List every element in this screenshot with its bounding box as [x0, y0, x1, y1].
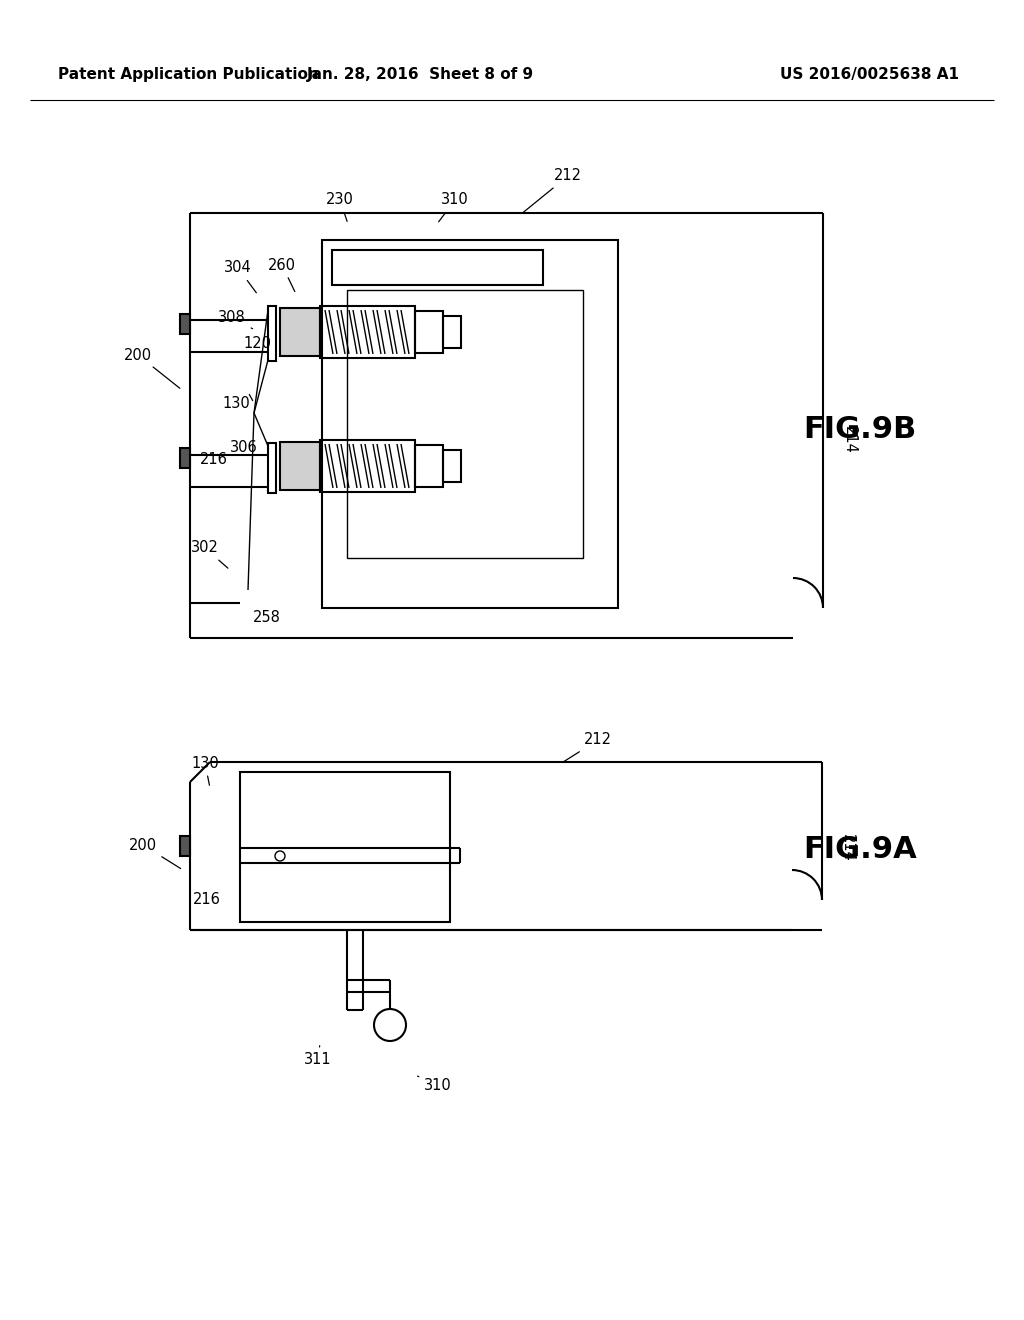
- Text: 216: 216: [200, 453, 228, 467]
- Bar: [180, 447, 190, 469]
- Text: 130: 130: [191, 755, 219, 785]
- Bar: [332, 249, 543, 285]
- Text: Jan. 28, 2016  Sheet 8 of 9: Jan. 28, 2016 Sheet 8 of 9: [306, 67, 534, 82]
- Text: 258: 258: [253, 610, 281, 624]
- Bar: [280, 308, 319, 356]
- Bar: [280, 442, 319, 490]
- Text: 306: 306: [230, 440, 258, 454]
- Text: 130: 130: [222, 396, 250, 411]
- Text: 120: 120: [243, 335, 271, 351]
- Bar: [268, 444, 276, 492]
- Text: 214: 214: [842, 426, 857, 454]
- Text: 308: 308: [218, 310, 253, 329]
- Text: Patent Application Publication: Patent Application Publication: [58, 67, 318, 82]
- Bar: [319, 306, 415, 358]
- Text: FIG.9A: FIG.9A: [803, 836, 916, 865]
- Text: FIG.9B: FIG.9B: [804, 416, 916, 445]
- Bar: [180, 836, 190, 855]
- Text: 212: 212: [522, 169, 582, 214]
- Text: 310: 310: [418, 1076, 452, 1093]
- Text: 200: 200: [124, 347, 180, 388]
- Bar: [240, 772, 450, 921]
- Bar: [415, 445, 443, 487]
- Text: 216: 216: [193, 892, 221, 908]
- Bar: [347, 290, 583, 558]
- Bar: [415, 312, 443, 352]
- Bar: [443, 315, 461, 348]
- Text: 212: 212: [562, 733, 612, 763]
- Bar: [180, 314, 190, 334]
- Text: US 2016/0025638 A1: US 2016/0025638 A1: [780, 67, 959, 82]
- Text: 310: 310: [438, 193, 469, 222]
- Text: 311: 311: [304, 1045, 332, 1068]
- Text: 230: 230: [326, 193, 354, 222]
- Text: 260: 260: [268, 257, 296, 292]
- Bar: [268, 306, 276, 360]
- Text: 302: 302: [191, 540, 228, 568]
- Text: 200: 200: [129, 837, 180, 869]
- Bar: [322, 240, 618, 609]
- Bar: [443, 450, 461, 482]
- Bar: [319, 440, 415, 492]
- Text: 304: 304: [224, 260, 256, 293]
- Text: 214: 214: [840, 834, 855, 862]
